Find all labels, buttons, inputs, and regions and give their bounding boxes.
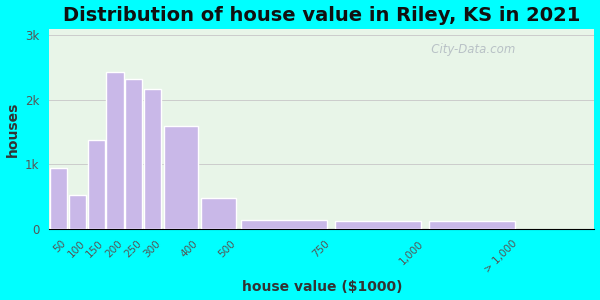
Bar [201, 198, 236, 229]
Bar [335, 221, 421, 229]
Title: Distribution of house value in Riley, KS in 2021: Distribution of house value in Riley, KS… [63, 6, 581, 25]
Bar [106, 72, 124, 229]
Bar [69, 195, 86, 229]
Bar [144, 89, 161, 229]
Bar [241, 220, 328, 229]
Bar [50, 167, 67, 229]
Bar [88, 140, 105, 229]
Bar [164, 126, 198, 229]
Bar [429, 221, 515, 229]
Text: City-Data.com: City-Data.com [420, 43, 515, 56]
Y-axis label: houses: houses [5, 101, 20, 157]
Bar [125, 79, 142, 229]
X-axis label: house value ($1000): house value ($1000) [242, 280, 402, 294]
